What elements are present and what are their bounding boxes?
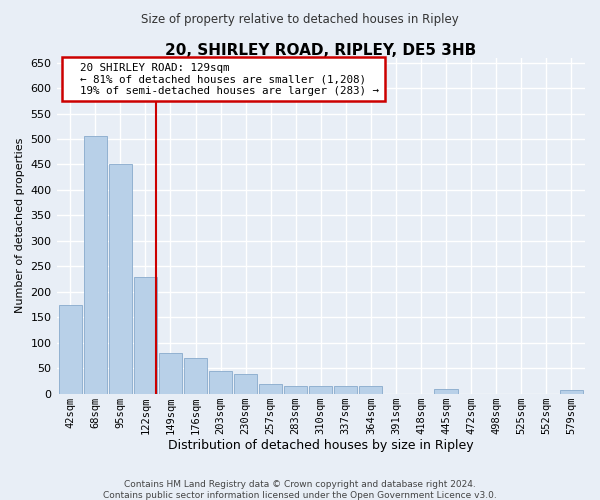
Bar [159, 353, 182, 394]
Bar [209, 370, 232, 394]
Text: Contains HM Land Registry data © Crown copyright and database right 2024.
Contai: Contains HM Land Registry data © Crown c… [103, 480, 497, 500]
Text: Size of property relative to detached houses in Ripley: Size of property relative to detached ho… [141, 12, 459, 26]
Bar [359, 386, 382, 394]
Bar [109, 164, 132, 394]
Bar [284, 386, 307, 394]
Bar [259, 384, 282, 394]
Bar [309, 386, 332, 394]
Bar [134, 276, 157, 394]
Y-axis label: Number of detached properties: Number of detached properties [15, 138, 25, 314]
Bar [59, 304, 82, 394]
Bar [234, 374, 257, 394]
Bar [184, 358, 207, 394]
Bar [334, 386, 358, 394]
Title: 20, SHIRLEY ROAD, RIPLEY, DE5 3HB: 20, SHIRLEY ROAD, RIPLEY, DE5 3HB [165, 42, 476, 58]
Bar [434, 388, 458, 394]
X-axis label: Distribution of detached houses by size in Ripley: Distribution of detached houses by size … [168, 440, 473, 452]
Bar [560, 390, 583, 394]
Bar [84, 136, 107, 394]
Text: 20 SHIRLEY ROAD: 129sqm
  ← 81% of detached houses are smaller (1,208)
  19% of : 20 SHIRLEY ROAD: 129sqm ← 81% of detache… [67, 62, 379, 96]
